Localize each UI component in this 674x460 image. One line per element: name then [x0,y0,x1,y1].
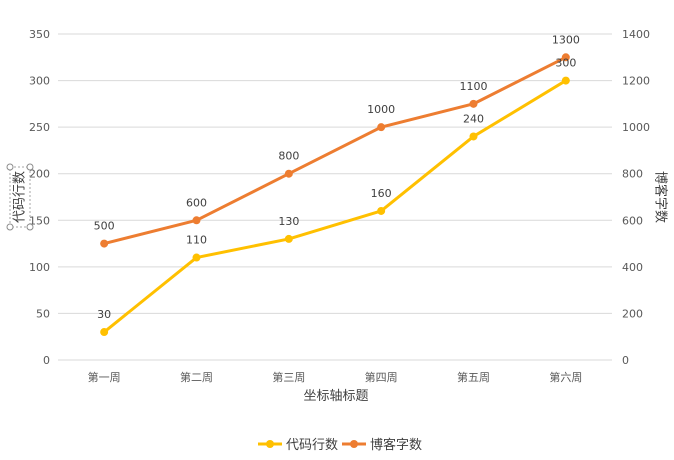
y-axis-title-box[interactable]: 代码行数 [6,163,34,231]
data-label: 110 [186,234,207,247]
data-point[interactable] [377,123,386,132]
legend-label: 代码行数 [286,438,338,453]
x-tick-label: 第二周 [180,370,213,384]
data-point[interactable] [561,53,570,62]
legend-swatch-marker [350,440,358,448]
y-tick-label: 200 [29,168,50,181]
legend-swatch-marker [266,440,274,448]
data-point[interactable] [100,328,109,337]
y-tick-label: 300 [29,75,50,88]
x-tick-label: 第一周 [88,370,121,384]
y-tick-label: 100 [29,261,50,274]
y-tick-label: 250 [29,121,50,134]
y2-tick-label: 1000 [622,121,650,134]
data-label: 1300 [552,33,580,46]
legend-label: 博客字数 [370,437,422,453]
right-axis-ticks: 0 200 400 600 800 1000 1200 1400 [622,28,650,367]
series-line[interactable] [102,79,568,334]
series-line[interactable] [102,55,568,246]
data-point[interactable] [469,132,478,141]
y-tick-label: 350 [29,28,50,41]
y-tick-label: 0 [43,354,50,367]
data-point[interactable] [377,206,386,215]
data-label: 300 [555,57,576,70]
y2-tick-label: 1400 [622,28,650,41]
data-label: 1100 [460,80,488,93]
x-tick-label: 第六周 [549,370,582,384]
data-label: 800 [278,150,299,163]
data-label: 500 [94,220,115,233]
data-point[interactable] [469,99,478,108]
data-label: 600 [186,196,207,209]
data-labels: 30 110 130 160 240 300 500 600 800 1000 1100 1300 [94,33,580,321]
data-point[interactable] [561,76,570,85]
data-label: 1000 [367,103,395,116]
secondary-y-axis-title[interactable]: 博客字数 [653,171,669,223]
x-tick-label: 第四周 [365,370,398,384]
y2-tick-label: 400 [622,261,643,274]
y2-tick-label: 200 [622,307,643,320]
left-axis-ticks: 0 50 100 150 200 250 300 350 [29,28,50,367]
x-tick-label: 第五周 [457,370,490,384]
data-label: 240 [463,112,484,125]
gridlines [58,33,612,361]
series [100,53,570,337]
data-point[interactable] [100,239,109,248]
data-label: 30 [97,308,111,321]
x-axis-title[interactable]: 坐标轴标题 [303,389,368,404]
data-point[interactable] [192,216,201,225]
y2-tick-label: 800 [622,168,643,181]
y-axis-title: 代码行数 [13,171,28,223]
y2-tick-label: 0 [622,354,629,367]
legend[interactable]: 代码行数 博客字数 [258,437,422,453]
data-label: 160 [371,187,392,200]
x-axis-ticks: 第一周 第二周 第三周 第四周 第五周 第六周 [88,370,583,384]
y-tick-label: 150 [29,214,50,227]
y-tick-label: 50 [36,307,50,320]
data-point[interactable] [284,169,293,178]
x-tick-label: 第三周 [272,370,305,384]
data-point[interactable] [192,253,201,262]
data-label: 130 [278,215,299,228]
y2-tick-label: 600 [622,214,643,227]
data-point[interactable] [284,234,293,243]
y2-tick-label: 1200 [622,75,650,88]
